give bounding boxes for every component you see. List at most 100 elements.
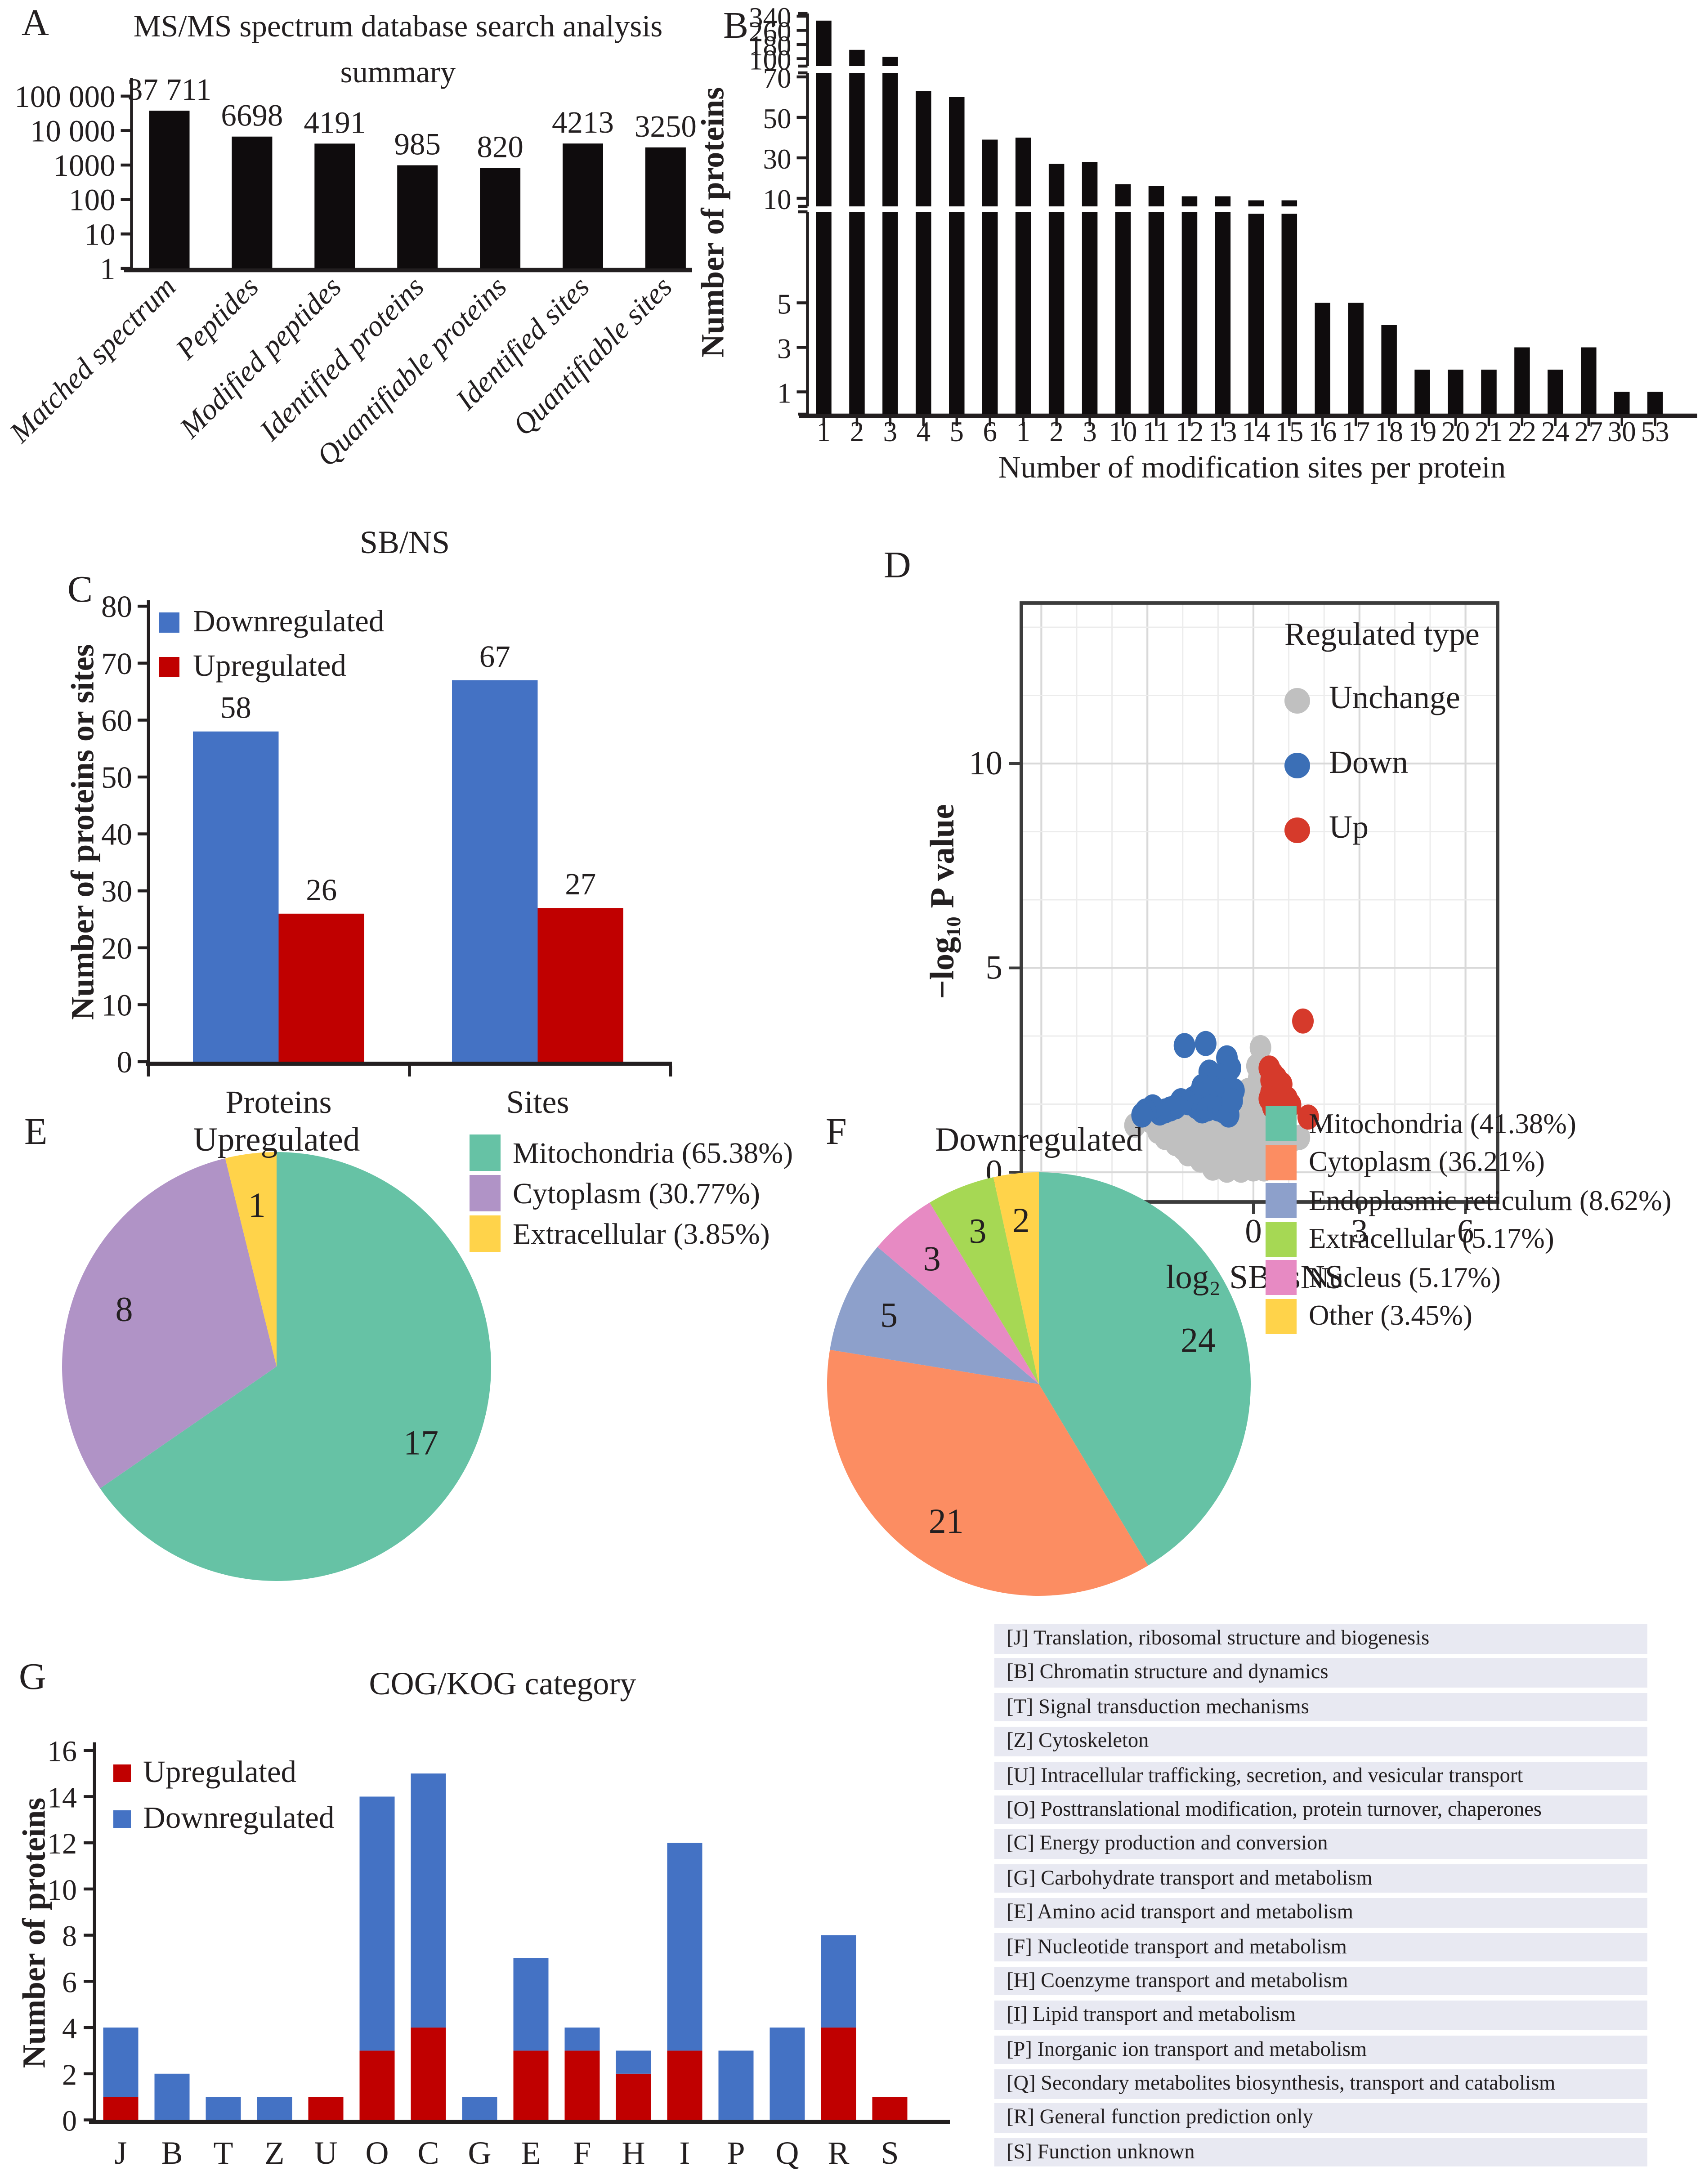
legend-label: Downregulated: [143, 1800, 335, 1835]
legend-row: Mitochondria (41.38%): [1266, 1106, 1672, 1141]
legend-row: Endoplasmic reticulum (8.62%): [1266, 1183, 1672, 1218]
svg-text:13: 13: [1208, 416, 1237, 447]
svg-text:21: 21: [1475, 416, 1503, 447]
svg-text:58: 58: [220, 691, 251, 725]
panel-c-legend: Downregulated Upregulated: [159, 602, 384, 691]
panel-a-title-line1: MS/MS spectrum database search analysis: [133, 9, 663, 43]
cog-legend-row: [T] Signal transduction mechanisms: [994, 1693, 1647, 1722]
svg-text:27: 27: [1575, 416, 1603, 447]
svg-text:14: 14: [1242, 416, 1270, 447]
svg-text:8: 8: [116, 1290, 133, 1329]
svg-text:30: 30: [1608, 416, 1636, 447]
panel-c-letter: C: [67, 569, 93, 611]
legend-label: Upregulated: [143, 1755, 297, 1789]
svg-text:6: 6: [1457, 1213, 1474, 1250]
legend-row: Cytoplasm (36.21%): [1266, 1144, 1672, 1180]
cog-category-table: [J] Translation, ribosomal structure and…: [994, 1624, 1647, 2172]
legend-row: Downregulated: [113, 1800, 334, 1837]
legend-label: Cytoplasm (30.77%): [513, 1176, 760, 1210]
svg-text:985: 985: [394, 127, 441, 161]
legend-label: Extracellular (3.85%): [513, 1216, 770, 1251]
color-swatch: [470, 1215, 501, 1252]
svg-text:15: 15: [1275, 416, 1303, 447]
panel-d-y-axis-title: −log₁₀ P value: [925, 804, 962, 999]
svg-text:5: 5: [777, 289, 792, 320]
svg-text:10 000: 10 000: [30, 114, 116, 148]
panel-f-title: Downregulated: [935, 1122, 1143, 1159]
panel-d-legend-title: Regulated type: [1284, 618, 1480, 653]
panel-e-letter: E: [24, 1112, 48, 1153]
svg-text:100: 100: [69, 183, 116, 217]
svg-text:1: 1: [1016, 416, 1030, 447]
svg-text:O: O: [366, 2135, 389, 2171]
svg-text:37 711: 37 711: [127, 72, 211, 107]
legend-row: Nucleus (5.17%): [1266, 1260, 1672, 1295]
svg-text:3: 3: [969, 1211, 987, 1251]
svg-text:24: 24: [1181, 1321, 1216, 1360]
svg-text:3: 3: [883, 416, 898, 447]
legend-label: Cytoplasm (36.21%): [1309, 1146, 1545, 1179]
panel-b-x-axis-title: Number of modification sites per protein: [998, 451, 1506, 484]
legend-row: Extracellular (5.17%): [1266, 1221, 1672, 1257]
legend-row: Mitochondria (65.38%): [470, 1134, 793, 1171]
svg-text:80: 80: [101, 590, 132, 624]
svg-text:260: 260: [749, 16, 792, 48]
svg-text:18: 18: [1375, 416, 1403, 447]
panel-f-legend: Mitochondria (41.38%) Cytoplasm (36.21%) E…: [1266, 1106, 1672, 1337]
svg-text:Proteins: Proteins: [225, 1084, 331, 1120]
legend-row: Down: [1284, 743, 1460, 786]
svg-text:I: I: [680, 2135, 690, 2171]
panel-e-title: Upregulated: [193, 1122, 360, 1159]
svg-text:5: 5: [950, 416, 964, 447]
panel-g-letter: G: [19, 1657, 46, 1698]
color-swatch: [1266, 1260, 1297, 1295]
svg-text:17: 17: [403, 1423, 438, 1462]
cog-legend-row: [Q] Secondary metabolites biosynthesis, …: [994, 2069, 1647, 2099]
svg-text:10: 10: [101, 988, 132, 1022]
panel-g-y-axis-title: Number of proteins: [18, 1797, 53, 2068]
panel-c-y-axis-title: Number of proteins or sites: [66, 644, 102, 1020]
cog-legend-row: [E] Amino acid transport and metabolism: [994, 1898, 1647, 1927]
svg-text:Matched spectrum: Matched spectrum: [3, 270, 182, 449]
cog-legend-row: [H] Coenzyme transport and metabolism: [994, 1966, 1647, 1996]
svg-text:6: 6: [983, 416, 998, 447]
svg-text:17: 17: [1342, 416, 1370, 447]
svg-text:100: 100: [749, 45, 792, 76]
color-swatch: [113, 1809, 131, 1827]
svg-text:4: 4: [917, 416, 931, 447]
svg-text:11: 11: [1143, 416, 1170, 447]
svg-text:10: 10: [763, 184, 792, 215]
svg-text:60: 60: [101, 703, 132, 737]
cog-legend-row: [J] Translation, ribosomal structure and…: [994, 1624, 1647, 1653]
cog-legend-row: [F] Nucleotide transport and metabolism: [994, 1932, 1647, 1962]
cog-legend-row: [R] General function prediction only: [994, 2104, 1647, 2133]
svg-text:1: 1: [817, 416, 831, 447]
svg-text:14: 14: [47, 1781, 77, 1814]
svg-text:0: 0: [62, 2105, 77, 2138]
svg-text:70: 70: [101, 647, 132, 681]
svg-text:2: 2: [62, 2059, 77, 2091]
color-swatch: [159, 656, 179, 677]
svg-text:180: 180: [749, 30, 792, 62]
color-swatch: [1266, 1144, 1297, 1180]
svg-text:5: 5: [986, 949, 1003, 987]
legend-row: Up: [1284, 808, 1460, 851]
legend-label: Unchange: [1329, 681, 1460, 717]
svg-text:70: 70: [763, 63, 792, 94]
svg-text:3: 3: [1083, 416, 1097, 447]
svg-text:820: 820: [477, 130, 523, 164]
svg-text:H: H: [622, 2135, 645, 2171]
cog-legend-row: [U] Intracellular trafficking, secretion…: [994, 1761, 1647, 1791]
svg-text:2: 2: [850, 416, 864, 447]
panel-e-legend: Mitochondria (65.38%) Cytoplasm (30.77%) E…: [470, 1134, 793, 1256]
panel-d-x-axis-title: log₂ SBvsNS: [1166, 1260, 1344, 1296]
legend-row: Extracellular (3.85%): [470, 1215, 793, 1252]
svg-text:U: U: [314, 2135, 338, 2171]
svg-text:24: 24: [1541, 416, 1570, 447]
svg-text:B: B: [161, 2135, 183, 2171]
svg-text:Q: Q: [776, 2135, 799, 2171]
svg-text:4213: 4213: [552, 105, 614, 139]
svg-text:6: 6: [62, 1966, 77, 1999]
